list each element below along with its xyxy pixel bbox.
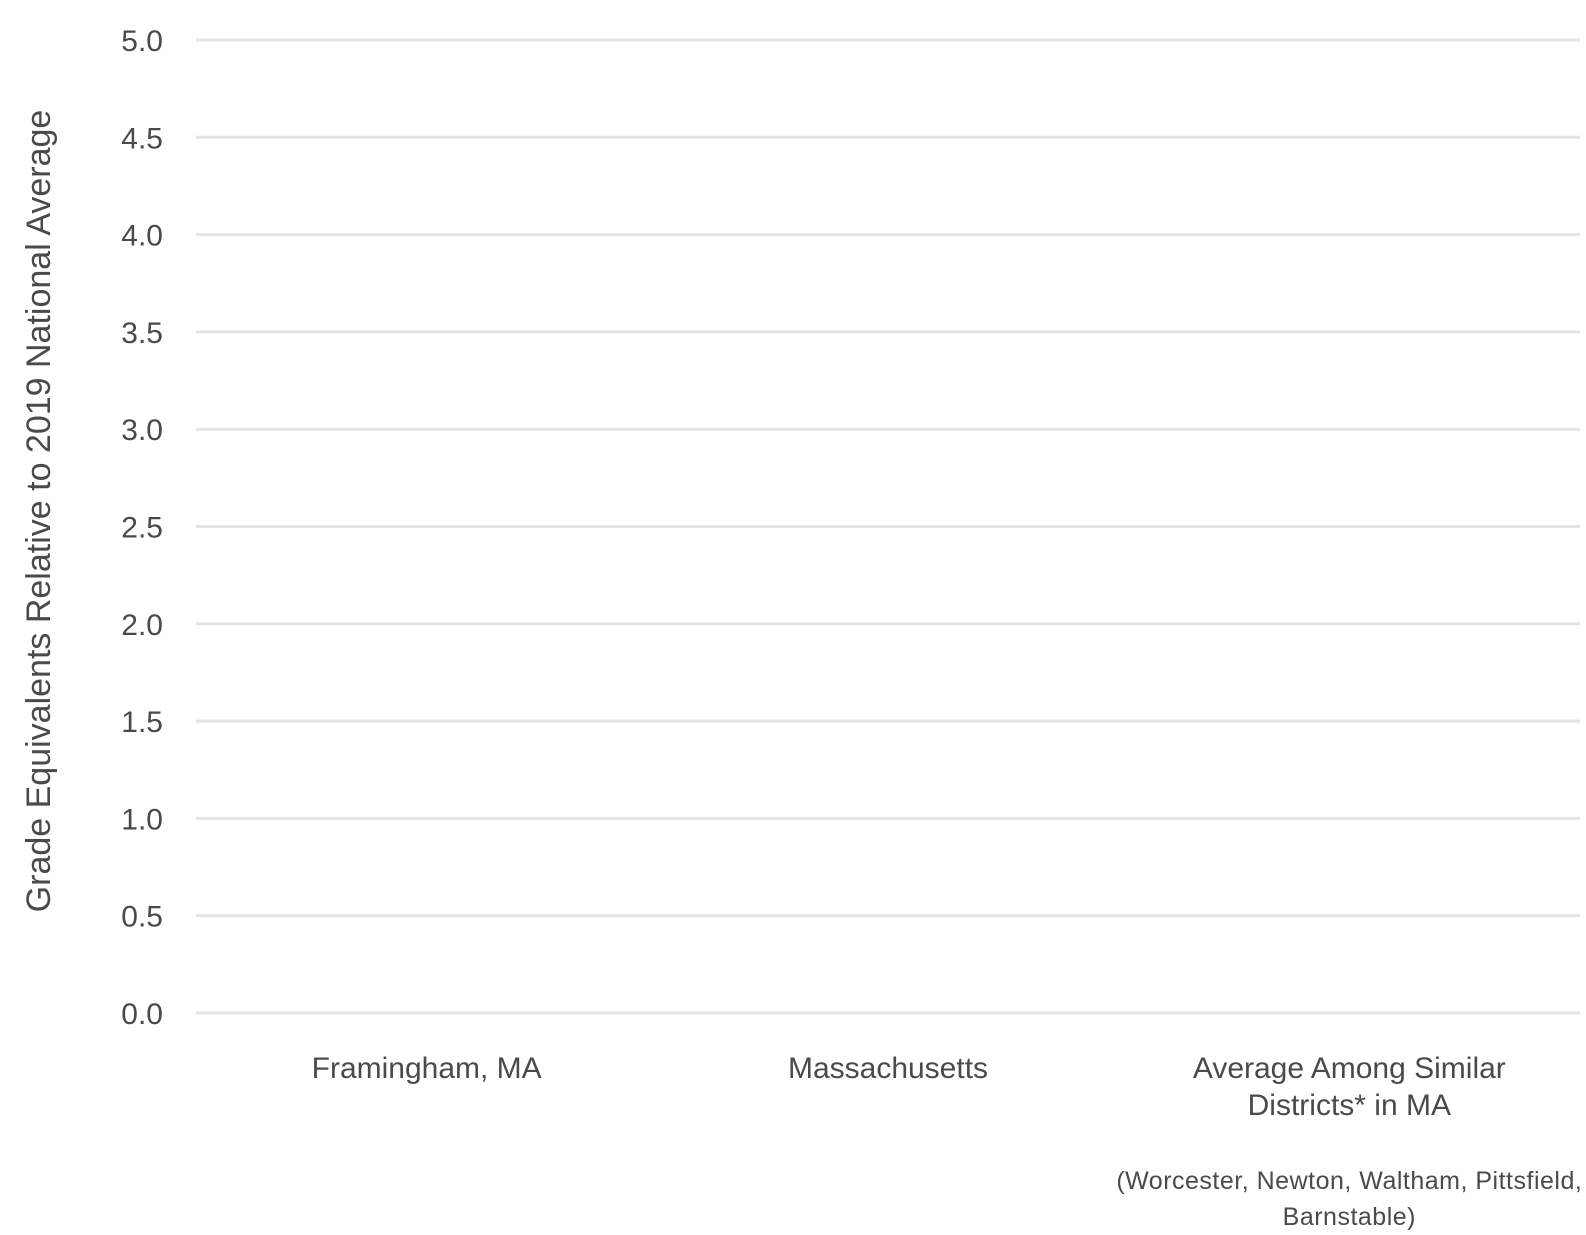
y-tick-label: 1.5 bbox=[121, 706, 163, 739]
gridlines bbox=[196, 38, 1580, 1015]
y-tick-label: 3.0 bbox=[121, 414, 163, 447]
y-tick-label: 5.0 bbox=[121, 25, 163, 58]
x-category-label: Framingham, MA bbox=[312, 1052, 542, 1085]
y-tick-labels: 0.0 0.5 1.0 1.5 2.0 2.5 3.0 3.5 4.0 4.5 5.0 bbox=[121, 25, 163, 1031]
y-tick-label: 2.5 bbox=[121, 512, 163, 545]
x-category-label: Massachusetts bbox=[788, 1052, 988, 1085]
y-axis-title: Grade Equivalents Relative to 2019 Natio… bbox=[20, 110, 58, 913]
x-category-label: Districts* in MA bbox=[1248, 1089, 1451, 1122]
y-tick-label: 0.5 bbox=[121, 901, 163, 934]
x-category-label: Average Among Similar bbox=[1193, 1052, 1506, 1085]
x-category-note: Barnstable) bbox=[1283, 1203, 1416, 1230]
y-tick-label: 0.0 bbox=[121, 998, 163, 1031]
x-category-labels: Framingham, MA Massachusetts Average Among… bbox=[312, 1052, 1582, 1231]
y-tick-label: 4.0 bbox=[121, 220, 163, 253]
y-tick-label: 2.0 bbox=[121, 609, 163, 642]
x-category-note: (Worcester, Newton, Waltham, Pittsfield, bbox=[1116, 1167, 1582, 1195]
y-tick-label: 4.5 bbox=[121, 122, 163, 155]
y-tick-label: 1.0 bbox=[121, 803, 163, 836]
y-tick-label: 3.5 bbox=[121, 317, 163, 350]
